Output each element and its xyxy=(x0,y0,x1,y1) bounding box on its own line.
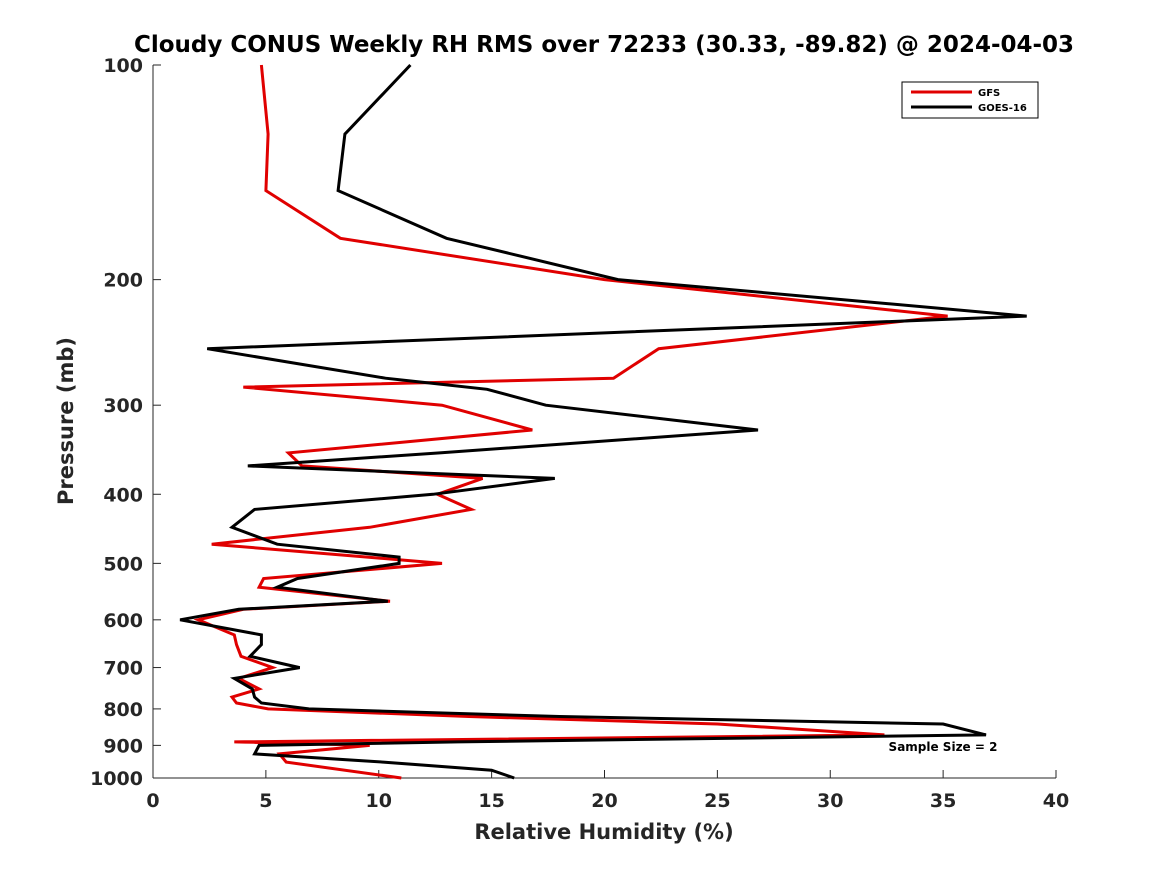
y-tick-label: 700 xyxy=(103,658,143,680)
x-axis-label: Relative Humidity (%) xyxy=(474,820,733,844)
legend-label-goes16: GOES-16 xyxy=(978,103,1027,114)
y-tick-label: 900 xyxy=(103,735,143,757)
x-axis: 0 5 10 15 20 25 30 35 40 xyxy=(146,770,1069,812)
y-axis: 100 200 300 400 500 600 700 800 900 1000 xyxy=(90,55,161,790)
sample-size-annotation: Sample Size = 2 xyxy=(889,740,998,754)
series-line-gfs xyxy=(193,64,948,780)
y-tick-label: 300 xyxy=(103,395,143,417)
y-axis-label: Pressure (mb) xyxy=(54,337,78,505)
x-tick-label: 15 xyxy=(478,790,504,812)
y-tick-label: 600 xyxy=(103,610,143,632)
x-tick-label: 10 xyxy=(366,790,392,812)
legend-box xyxy=(901,81,1039,119)
y-tick-label: 100 xyxy=(103,55,143,77)
legend-label-gfs: GFS xyxy=(978,88,1000,99)
y-tick-label: 400 xyxy=(103,484,143,506)
y-tick-label: 200 xyxy=(103,270,143,292)
series-layer xyxy=(179,63,1027,780)
y-tick-label: 1000 xyxy=(90,768,143,790)
x-tick-label: 40 xyxy=(1043,790,1069,812)
x-tick-label: 35 xyxy=(930,790,956,812)
y-tick-label: 800 xyxy=(103,699,143,721)
y-tick-label: 500 xyxy=(103,553,143,575)
legend: GFS GOES-16 xyxy=(901,81,1039,119)
chart-title: Cloudy CONUS Weekly RH RMS over 72233 (3… xyxy=(134,32,1074,58)
x-tick-label: 30 xyxy=(817,790,843,812)
plot-axes xyxy=(152,65,1056,779)
x-tick-label: 20 xyxy=(591,790,617,812)
x-tick-label: 25 xyxy=(704,790,730,812)
x-tick-label: 5 xyxy=(259,790,272,812)
x-tick-label: 0 xyxy=(146,790,159,812)
series-line-goes16 xyxy=(179,63,1027,780)
